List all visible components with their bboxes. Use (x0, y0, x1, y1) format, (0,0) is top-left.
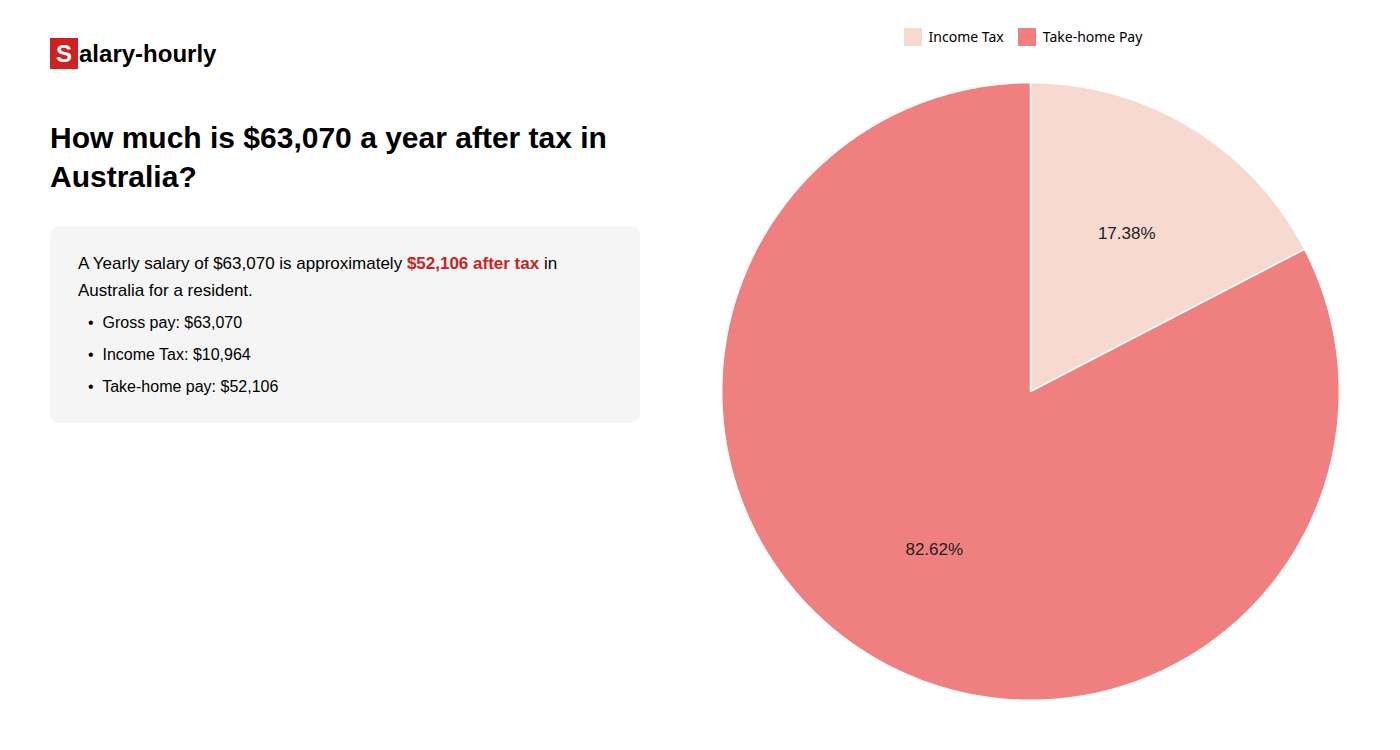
svg-text:17.38%: 17.38% (1098, 224, 1156, 243)
html-text:Australia for a resident.: Australia for a resident. (78, 281, 253, 301)
html-text:A Yearly salary of $63,070 is: A Yearly salary of $63,070 is approximat… (78, 254, 558, 273)
html-text:Income Tax: Income Tax (928, 27, 1004, 46)
html-text:Take-home Pay: Take-home Pay (1042, 27, 1143, 46)
svg-text:82.62%: 82.62% (905, 540, 963, 559)
html-text:How much is $63,070 a year aft: How much is $63,070 a year after tax in … (50, 121, 607, 193)
html-text:• Take-home pay: $52,106: • Take-home pay: $52,106 (88, 377, 279, 395)
html-text:• Gross pay: $63,070: • Gross pay: $63,070 (88, 314, 243, 332)
html-text:• Income Tax: $10,964: • Income Tax: $10,964 (88, 346, 251, 363)
html-text:S alary-hourly: S alary-hourly (56, 40, 217, 67)
